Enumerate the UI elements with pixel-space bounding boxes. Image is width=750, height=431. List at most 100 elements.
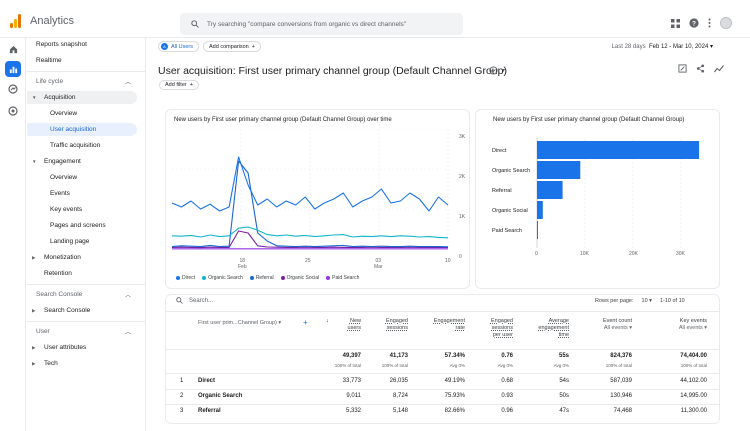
more-vert-icon[interactable] xyxy=(708,18,711,28)
column-header-line: per user xyxy=(492,332,513,338)
table-cell: 0.68 xyxy=(501,378,513,384)
advertising-icon[interactable] xyxy=(7,105,19,117)
add-comparison-button[interactable]: Add comparison + xyxy=(203,41,261,52)
chevron-up-icon: ︿ xyxy=(124,80,131,86)
column-header-line: rate xyxy=(455,325,465,331)
help-icon[interactable]: ? xyxy=(689,18,699,28)
sidebar-item-acquisition[interactable]: ▼ Acquisition xyxy=(27,91,137,104)
top-bar: Analytics Try searching "compare convers… xyxy=(0,0,750,38)
sidebar-group-user[interactable]: User ︿ xyxy=(27,325,137,338)
sidebar-item-traffic-acquisition[interactable]: Traffic acquisition xyxy=(27,139,137,152)
legend-item-organic-social[interactable]: Organic Social xyxy=(280,275,319,281)
insights-icon[interactable] xyxy=(714,64,724,73)
x-tick-day: 18 xyxy=(239,258,246,264)
row-index: 3 xyxy=(180,408,184,414)
column-total: 0.76 xyxy=(501,353,513,359)
sidebar-item-label: Realtime xyxy=(36,57,62,64)
sidebar-item-monetization[interactable]: ▶ Monetization xyxy=(27,251,137,264)
explore-icon[interactable] xyxy=(7,83,19,95)
sidebar-item-engagement[interactable]: ▼ Engagement xyxy=(27,155,137,168)
add-dimension-icon[interactable]: + xyxy=(303,318,308,327)
sidebar-item-search-console[interactable]: ▶ Search Console xyxy=(27,304,137,317)
date-range-picker[interactable]: Last 28 days Feb 12 - Mar 10, 2024 ▾ xyxy=(612,43,713,50)
sidebar-item-user-acquisition[interactable]: User acquisition xyxy=(27,123,137,136)
bar-chart-title: New users by First user primary channel … xyxy=(493,117,685,123)
column-header[interactable]: Engagement rate xyxy=(434,318,465,332)
rows-per-page-value: 10 xyxy=(641,298,648,304)
sidebar-item-label: Monetization xyxy=(44,254,81,261)
table-cell: 11,300.00 xyxy=(680,408,707,414)
column-total-sub: Avg 0% xyxy=(553,363,569,368)
column-total: 41,173 xyxy=(389,353,408,359)
column-total-sub: 100% of total xyxy=(680,363,707,368)
table-cell: 50s xyxy=(559,393,569,399)
apps-grid-icon[interactable] xyxy=(671,18,680,28)
sidebar-item-events[interactable]: Events xyxy=(27,187,137,200)
table-cell: 75.93% xyxy=(444,393,465,399)
search-bar[interactable]: Try searching "compare conversions from … xyxy=(180,13,463,35)
reports-icon[interactable] xyxy=(5,61,21,77)
sidebar-item-realtime[interactable]: Realtime xyxy=(27,54,137,67)
home-icon[interactable] xyxy=(7,43,19,55)
bar-organic-search xyxy=(537,161,581,179)
bar-organic-social xyxy=(537,201,543,219)
customize-report-icon[interactable] xyxy=(678,64,687,73)
data-table-card xyxy=(165,294,720,424)
legend-item-organic-search[interactable]: Organic Search xyxy=(202,275,243,281)
column-header[interactable]: Engaged sessions per user xyxy=(491,318,513,339)
sidebar-item-key-events[interactable]: Key events xyxy=(27,203,137,216)
legend-item-paid-search[interactable]: Paid Search xyxy=(326,275,359,281)
dimension-select[interactable]: First user prim...Channel Group) ▾ xyxy=(198,320,282,326)
column-header[interactable]: New users xyxy=(348,318,361,332)
column-header[interactable]: Key events All events ▾ xyxy=(679,318,707,332)
column-header[interactable]: Average engagement time xyxy=(538,318,569,339)
column-header-line: New xyxy=(349,318,361,324)
legend-item-direct[interactable]: Direct xyxy=(176,275,195,281)
sidebar-item-label: Acquisition xyxy=(44,94,76,101)
x-tick: 0 xyxy=(535,251,538,257)
sidebar-item-tech[interactable]: ▶ Tech xyxy=(27,357,137,370)
table-cell: 44,102.00 xyxy=(680,378,707,384)
sidebar-group-search-console[interactable]: Search Console ︿ xyxy=(27,288,137,301)
check-circle-icon[interactable] xyxy=(489,66,498,75)
x-tick: 25 xyxy=(305,258,311,264)
main-content: A All Users Add comparison + Last 28 days … xyxy=(147,38,750,431)
plus-icon: + xyxy=(189,82,193,88)
chevron-up-icon: ︿ xyxy=(124,293,131,299)
column-header-line: Key events xyxy=(679,318,707,324)
sort-arrow-icon[interactable]: ↓ xyxy=(326,318,329,324)
sidebar-group-life-cycle[interactable]: Life cycle ︿ xyxy=(27,75,137,88)
sidebar-item-reports-snapshot[interactable]: Reports snapshot xyxy=(27,38,137,51)
column-header-line: sessions xyxy=(491,325,513,331)
sidebar-item-overview[interactable]: Overview xyxy=(27,107,137,120)
column-header-line: time xyxy=(558,332,569,338)
sidebar-item-pages-screens[interactable]: Pages and screens xyxy=(27,219,137,232)
column-header[interactable]: Event count All events ▾ xyxy=(603,318,632,332)
sidebar-item-engagement-overview[interactable]: Overview xyxy=(27,171,137,184)
sidebar-item-label: User attributes xyxy=(44,344,87,351)
all-users-chip[interactable]: A All Users xyxy=(158,41,200,52)
legend-label: Referral xyxy=(255,275,274,281)
table-cell: 5,332 xyxy=(345,408,361,414)
column-header[interactable]: Engaged sessions xyxy=(386,318,408,332)
row-index: 1 xyxy=(180,378,184,384)
table-cell: 26,035 xyxy=(389,378,408,384)
sidebar-item-label: Key events xyxy=(50,206,83,213)
table-cell: 82.66% xyxy=(444,408,465,414)
share-icon[interactable] xyxy=(696,64,705,73)
table-cell: 5,148 xyxy=(392,408,408,414)
series-line-organic-search xyxy=(172,226,449,239)
avatar[interactable] xyxy=(720,17,732,29)
column-header-line: sessions xyxy=(386,325,408,331)
sidebar-item-label: Overview xyxy=(50,110,78,117)
legend-item-referral[interactable]: Referral xyxy=(249,275,274,281)
dropdown-caret-icon[interactable]: ▾ xyxy=(502,68,506,74)
rows-per-page-select[interactable]: 10 ▾ xyxy=(641,298,652,304)
add-filter-button[interactable]: Add filter + xyxy=(159,80,199,90)
column-header-line: users xyxy=(347,325,361,331)
sidebar-item-user-attributes[interactable]: ▶ User attributes xyxy=(27,341,137,354)
table-search[interactable]: Search... xyxy=(176,297,213,304)
row-index: 2 xyxy=(180,393,184,399)
sidebar-item-landing-page[interactable]: Landing page xyxy=(27,235,137,248)
sidebar-item-retention[interactable]: Retention xyxy=(27,267,137,280)
